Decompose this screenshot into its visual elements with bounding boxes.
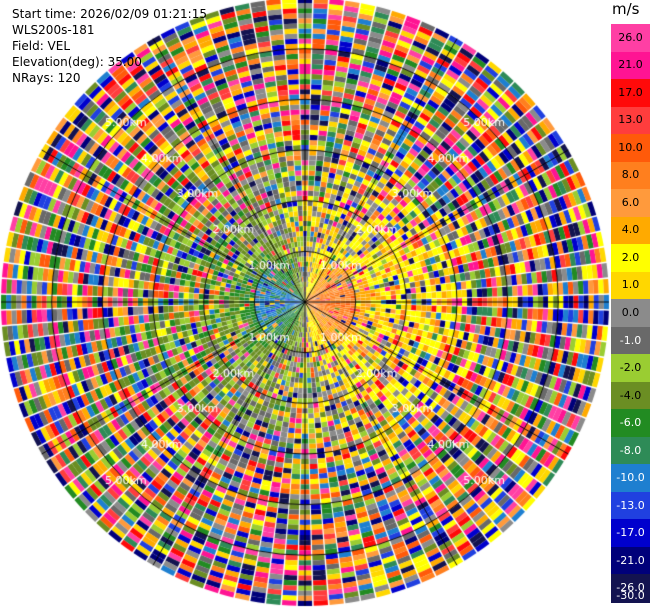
colorbar-tick-label: 10.0: [618, 140, 643, 154]
colorbar-swatch: [611, 51, 650, 81]
colorbar-swatch: [611, 299, 650, 328]
colorbar-swatch: [611, 574, 650, 603]
colorbar-swatch: [611, 464, 650, 493]
colorbar-swatch: [611, 79, 650, 108]
colorbar-swatch: [611, 409, 650, 438]
start-time-label: Start time: 2026/02/09 01:21:15: [12, 7, 207, 21]
colorbar-tick-label: -17.0: [616, 526, 645, 540]
colorbar-swatch: [611, 354, 650, 383]
colorbar-swatch: [611, 436, 650, 466]
colorbar-tick-label: -30.0: [616, 589, 645, 602]
colorbar-tick-label: 26.0: [618, 30, 643, 44]
colorbar-swatch: [611, 491, 650, 521]
colorbar-tick-label: -13.0: [616, 498, 645, 512]
colorbar-tick-label: 0.0: [621, 306, 640, 319]
colorbar-tick-label: 8.0: [621, 168, 640, 182]
colorbar: 26.0 21.0 17.0 13.0 10.0 8.0 6.0 4.0 2.0 1.0 0.0 -1…: [611, 24, 650, 603]
colorbar-swatch: [611, 244, 650, 273]
ppi-velocity-plot: [0, 0, 610, 610]
colorbar-swatch: [611, 326, 650, 356]
colorbar-swatch: [611, 106, 650, 136]
colorbar-tick-label: -2.0: [619, 361, 642, 375]
colorbar-tick-label: 4.0: [621, 223, 640, 237]
colorbar-swatch: [611, 519, 650, 548]
colorbar-tick-label: -4.0: [619, 388, 642, 402]
colorbar-tick-label: 1.0: [621, 278, 640, 292]
colorbar-unit: m/s: [612, 0, 640, 18]
colorbar-tick-label: -26.0: [616, 581, 645, 595]
colorbar-swatch: [611, 24, 650, 53]
colorbar-tick-label: 21.0: [618, 58, 643, 72]
colorbar-tick-label: -1.0: [619, 333, 642, 347]
nrays-label: NRays: 120: [12, 71, 81, 85]
colorbar-swatch: [611, 189, 650, 218]
colorbar-swatch: [611, 381, 650, 411]
colorbar-swatch: [611, 134, 650, 163]
colorbar-swatch: [611, 546, 650, 576]
colorbar-swatch: [611, 161, 650, 191]
colorbar-tick-label: -8.0: [619, 443, 642, 457]
colorbar-swatch: [611, 271, 650, 301]
colorbar-tick-label: 6.0: [621, 195, 640, 209]
instrument-label: WLS200s-181: [12, 23, 95, 37]
colorbar-swatch: [611, 216, 650, 246]
colorbar-tick-label: 13.0: [618, 113, 643, 127]
colorbar-tick-label: -6.0: [619, 416, 642, 430]
colorbar-tick-label: -21.0: [616, 553, 645, 567]
field-label: Field: VEL: [12, 39, 71, 53]
colorbar-tick-label: 2.0: [621, 250, 640, 264]
colorbar-tick-label: -10.0: [616, 471, 645, 485]
colorbar-tick-label: 17.0: [618, 85, 643, 99]
elevation-label: Elevation(deg): 35.00: [12, 55, 142, 69]
